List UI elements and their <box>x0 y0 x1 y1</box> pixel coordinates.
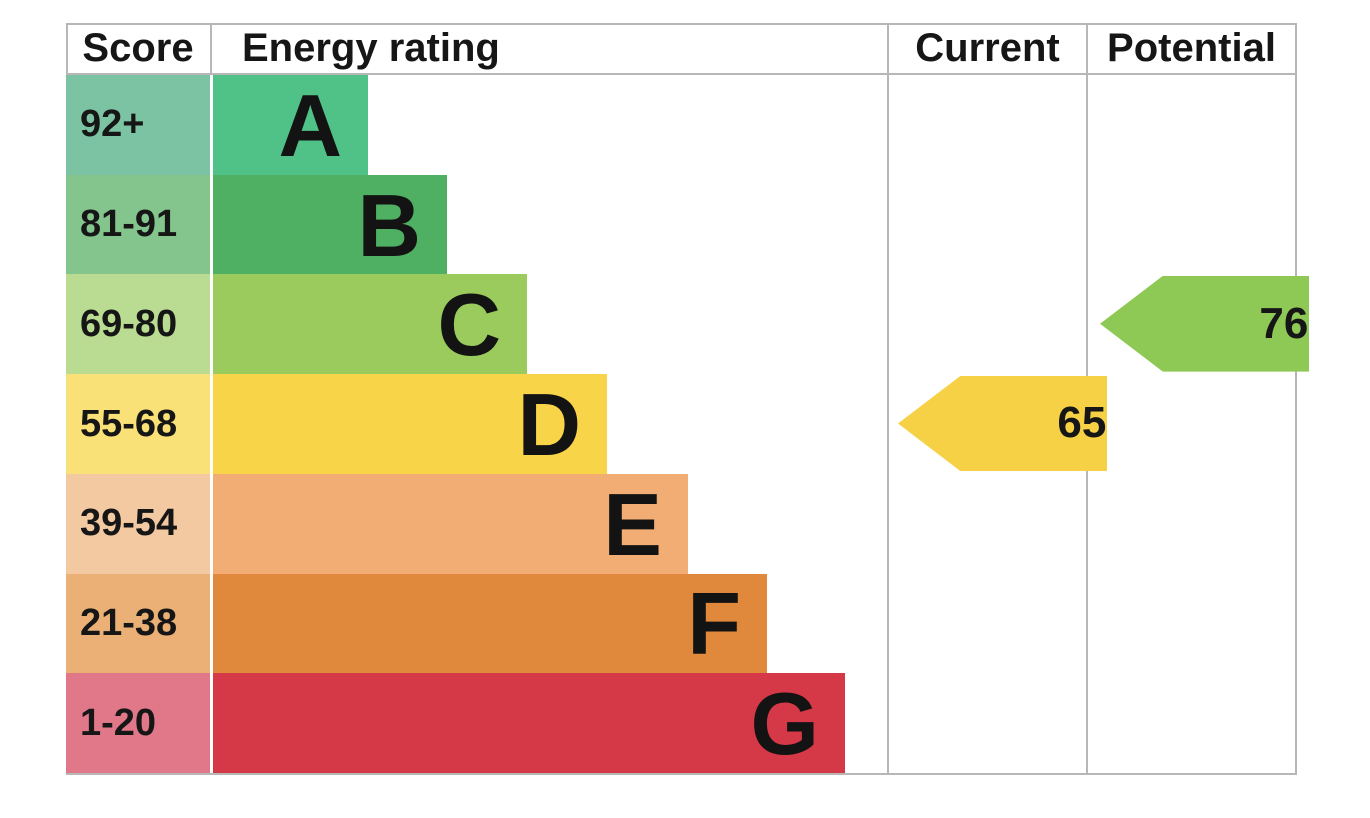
grid-line-current-divider <box>887 23 889 775</box>
score-cell: 92+ <box>66 75 210 175</box>
band-row-c: 69-80 C <box>66 274 1297 375</box>
potential-rating-letter: C <box>1327 298 1360 348</box>
rating-bar-a: A <box>213 75 368 175</box>
rating-bar-e: E <box>213 473 688 574</box>
score-cell: 39-54 <box>66 473 210 574</box>
rating-bar-d: D <box>213 374 607 474</box>
score-label: 21-38 <box>80 601 178 644</box>
rating-bar-c: C <box>213 274 527 375</box>
rating-letter: G <box>750 674 819 774</box>
score-label: 81-91 <box>80 203 178 246</box>
potential-rating-value: 76 <box>1259 298 1309 348</box>
score-cell: 55-68 <box>66 374 210 474</box>
column-header-current: Current <box>915 25 1060 70</box>
score-label: 39-54 <box>80 502 178 545</box>
epc-table: Score Energy rating Current Potential 92… <box>66 23 1310 775</box>
grid-line-bottom <box>66 773 1297 775</box>
band-row-a: 92+ A <box>66 75 1297 175</box>
grid-line-right <box>1295 23 1297 775</box>
grid-line-score-divider <box>210 23 212 75</box>
score-cell: 1-20 <box>66 673 210 774</box>
rating-letter: E <box>603 474 662 574</box>
rating-letter: F <box>687 574 741 674</box>
rating-letter: A <box>278 75 342 175</box>
band-row-f: 21-38 F <box>66 573 1297 674</box>
score-label: 92+ <box>80 103 145 146</box>
rating-letter: B <box>357 175 421 275</box>
current-rating-value: 65 <box>1057 398 1107 448</box>
rating-letter: D <box>517 375 581 475</box>
score-label: 69-80 <box>80 302 178 345</box>
grid-line-top <box>66 23 1297 25</box>
rating-bar-g: G <box>213 673 845 774</box>
band-row-e: 39-54 E <box>66 473 1297 574</box>
column-header-score: Score <box>82 25 194 70</box>
band-row-d: 55-68 D <box>66 374 1297 474</box>
band-row-g: 1-20 G <box>66 673 1297 774</box>
score-label: 55-68 <box>80 402 178 445</box>
score-cell: 81-91 <box>66 174 210 275</box>
rating-letter: C <box>437 275 501 375</box>
rating-bands: 92+ A 81-91 B 69-80 C 55-68 D 39-54 E 21… <box>66 75 1297 774</box>
rating-bar-f: F <box>213 573 767 674</box>
score-cell: 21-38 <box>66 573 210 674</box>
grid-line-header-bottom <box>66 73 1297 75</box>
column-header-energy-rating: Energy rating <box>242 25 500 70</box>
score-label: 1-20 <box>80 701 157 744</box>
band-row-b: 81-91 B <box>66 174 1297 275</box>
grid-line-left <box>66 23 68 75</box>
score-cell: 69-80 <box>66 274 210 375</box>
column-header-potential: Potential <box>1107 25 1276 70</box>
rating-bar-b: B <box>213 174 447 275</box>
